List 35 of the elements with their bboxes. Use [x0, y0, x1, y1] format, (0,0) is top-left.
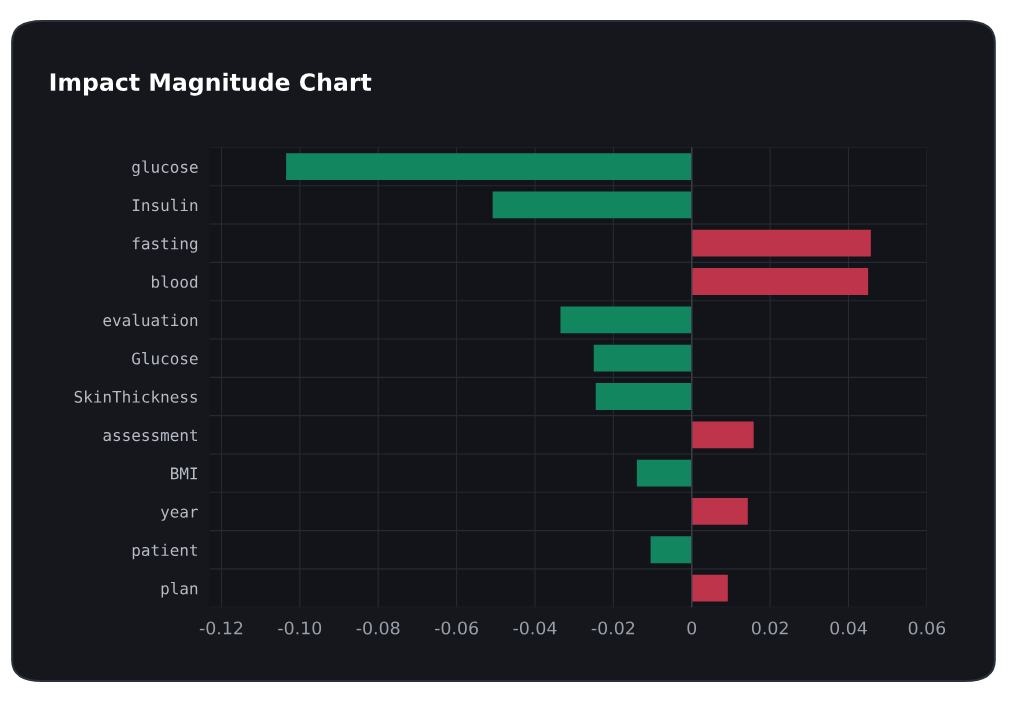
bar: [593, 344, 692, 372]
y-tick-label: BMI: [171, 467, 197, 480]
x-tick-label: 0: [687, 621, 697, 635]
bar: [595, 383, 692, 410]
y-tick-label: patient: [132, 543, 198, 560]
bar: [691, 268, 869, 295]
y-tick-label: fasting: [132, 237, 198, 253]
y-tick-label: blood: [152, 275, 198, 288]
x-tick-label: -0.02: [591, 621, 635, 635]
y-tick-label: SkinThickness: [74, 390, 197, 403]
x-tick-label: -0.10: [278, 621, 322, 635]
y-tick-label: plan: [161, 581, 198, 598]
x-tick-label: -0.06: [434, 621, 478, 635]
x-tick-label: 0.04: [830, 621, 867, 635]
bar: [691, 421, 754, 449]
y-tick-label: assessment: [103, 429, 198, 442]
x-tick-label: -0.04: [513, 621, 557, 635]
bar: [560, 306, 692, 334]
bar: [691, 574, 728, 602]
bar: [691, 498, 748, 525]
x-tick-label: -0.08: [356, 621, 400, 635]
y-tick-label: Insulin: [132, 198, 198, 212]
x-tick-label: 0.06: [908, 621, 946, 635]
bar: [636, 459, 692, 487]
bar: [492, 191, 692, 219]
y-tick-label: glucose: [132, 160, 198, 177]
bar: [650, 536, 692, 564]
y-tick-label: year: [160, 508, 198, 521]
x-tick-label: 0.02: [751, 621, 788, 635]
chart-title: Impact Magnitude Chart: [50, 72, 372, 96]
bar: [286, 153, 692, 180]
y-tick-label: Glucose: [132, 352, 198, 365]
y-tick-label: evaluation: [103, 313, 198, 327]
bar: [691, 229, 871, 257]
x-tick-label: -0.12: [199, 621, 243, 635]
